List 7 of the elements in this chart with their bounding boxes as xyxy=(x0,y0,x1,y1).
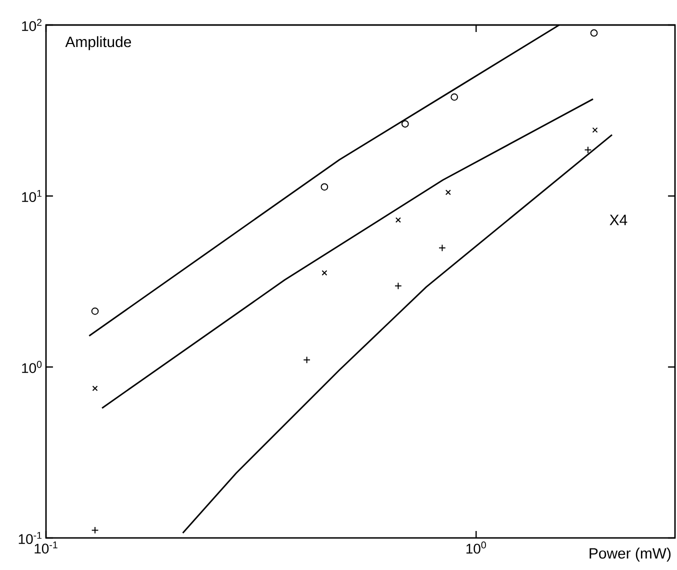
x-axis-title: Power (mW) xyxy=(590,548,671,562)
y-tick-label: 10$^{1}$ xyxy=(22,190,42,202)
y-tick-label: 10$^{2}$ xyxy=(22,18,42,32)
y-axis-title: Amplitude xyxy=(65,36,132,50)
annotation: X4 xyxy=(610,214,628,226)
y-tick-label: 10$^{-1}$ xyxy=(18,532,42,544)
y-tick-label: 10$^{0}$ xyxy=(22,360,42,374)
